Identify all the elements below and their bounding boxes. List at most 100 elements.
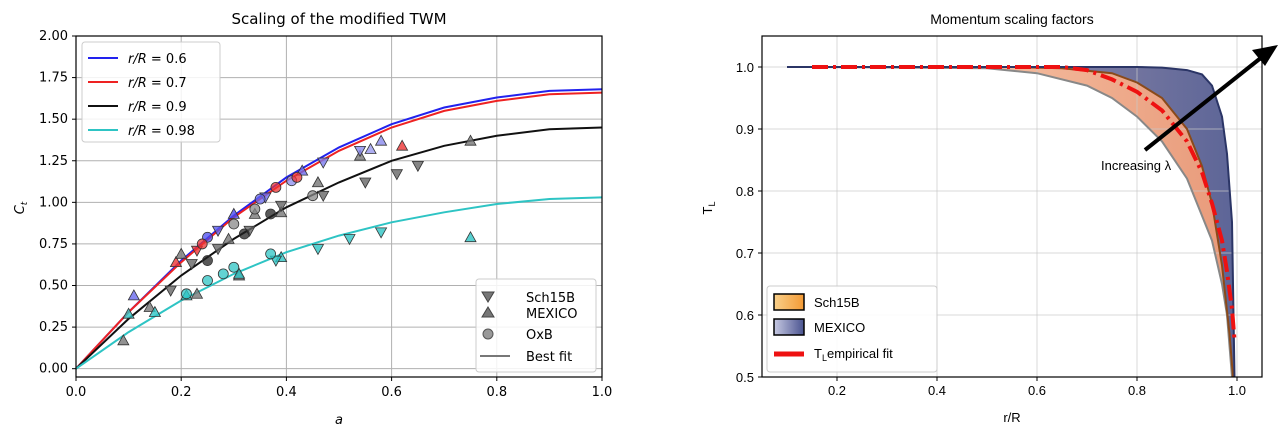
left-y-tick-label: 0.25 [39,320,68,335]
oxb-point [228,261,240,273]
right-legend-label-sch15b: Sch15B [814,295,860,310]
oxb-point [228,218,240,230]
mexico-point [464,134,477,146]
left-y-label-sub: t [20,201,30,205]
right-legend-label-mexico: MEXICO [814,320,865,335]
right-legend-box [766,285,938,373]
left-y-tick-label: 0.50 [39,279,68,294]
legend-label-sch15b: Sch15B [526,291,575,306]
left-x-tick-label: 0.8 [486,385,507,400]
right-y-tick-label: 0.5 [736,370,754,385]
left-x-tick-label: 0.2 [171,385,192,400]
oxb-point [270,181,282,193]
mexico-point [222,232,235,244]
left-data-points [117,134,477,346]
mexico-point [175,247,188,259]
oxb-point [291,171,303,183]
right-y-tick-label: 1.0 [736,60,754,75]
right-y-tick-label: 0.7 [736,246,754,261]
sch15b-point [164,285,177,297]
oxb-point [238,228,250,240]
right-y-label-sub: L [707,202,717,207]
mexico-point [169,255,183,268]
left-y-tick-label: 1.25 [39,154,68,169]
left-x-tick-label: 0.6 [381,385,402,400]
right-x-tick-label: 0.2 [828,383,846,398]
left-curve-3 [75,196,603,370]
legend-curve-label: r/R = 0.7 [128,76,187,91]
legend-marker-circle [482,328,494,340]
left-y-tick-label: 1.75 [39,71,68,86]
left-chart: Scaling of the modified TWM 0.0 0.2 0.4 0.6… [13,10,612,428]
legend-curve-label: r/R = 0.6 [128,52,187,67]
right-x-tick-label: 1.0 [1228,383,1246,398]
left-x-tick-label: 0.0 [66,385,87,400]
sch15b-point [353,145,367,158]
oxb-point [202,255,213,266]
sch15b-point [390,169,404,181]
sch15b-point [311,244,325,256]
oxb-point [217,268,229,280]
legend-curve-label: r/R = 0.98 [128,124,195,139]
oxb-point [202,275,213,286]
oxb-point [254,193,266,205]
right-x-tick-label: 0.4 [928,383,946,398]
legend-curves-box [81,41,221,143]
right-legend-label-fit: TLempirical fit [814,346,893,363]
right-x-ticks: 0.2 0.4 0.6 0.8 1.0 [828,377,1246,398]
legend-markers: Sch15B MEXICO OxB Best fit [475,278,597,373]
sch15b-point [411,160,425,173]
right-y-tick-label: 0.8 [736,184,754,199]
right-x-tick-label: 0.6 [1028,383,1046,398]
left-y-tick-label: 1.50 [39,112,68,127]
left-y-label-main: C [13,204,28,214]
right-curve-inner [811,66,1233,378]
left-chart-title: Scaling of the modified TWM [231,10,446,28]
mexico-point [311,176,325,188]
oxb-point [307,190,319,202]
right-y-tick-label: 0.6 [736,308,754,323]
legend-swatch-mexico [773,318,805,336]
oxb-point [265,248,277,260]
right-y-label-main: T [700,206,715,214]
sch15b-point [359,177,372,189]
legend-label-mexico: MEXICO [526,307,577,322]
left-y-tick-label: 2.00 [39,29,68,44]
left-x-tick-label: 1.0 [592,385,613,400]
legend-markers-box [475,278,597,373]
right-y-axis-label: TL [700,202,717,215]
mexico-point [117,334,130,346]
left-x-axis-label: a [335,413,343,428]
left-y-ticks: 0.00 0.25 0.50 0.75 1.00 1.25 1.50 1.75 2.00 [39,29,76,377]
left-curve-1 [75,91,603,370]
left-x-tick-label: 0.4 [276,385,297,400]
legend-curve-label: r/R = 0.9 [128,100,187,115]
sch15b-point [211,244,225,256]
sch15b-point [211,225,225,237]
right-chart: Momentum scaling factors [700,11,1278,425]
arrow-head-icon [1252,45,1278,66]
right-chart-title: Momentum scaling factors [930,11,1093,27]
mexico-point [122,307,135,319]
right-legend: Sch15B MEXICO TLempirical fit [766,285,938,373]
right-plot-frame [761,35,1263,378]
left-plot-frame [75,35,603,378]
left-curves [75,88,603,370]
sch15b-point [274,200,288,212]
left-x-ticks: 0.0 0.2 0.4 0.6 0.8 1.0 [66,377,613,400]
right-curves [787,65,1237,378]
sch15b-point [185,259,198,271]
left-y-tick-label: 0.00 [39,362,68,377]
oxb-point [249,203,261,215]
mexico-point [364,142,377,154]
sch15b-point [317,157,330,169]
right-x-axis-label: r/R [1003,410,1020,425]
mexico-point [143,300,156,312]
legend-curves: r/R = 0.6 r/R = 0.7 r/R = 0.9 r/R = 0.98 [81,41,221,143]
oxb-point [196,238,208,250]
left-y-tick-label: 1.00 [39,195,68,210]
sch15b-point [374,227,388,239]
right-curve-outer [787,66,1236,378]
mexico-band [787,67,1235,377]
